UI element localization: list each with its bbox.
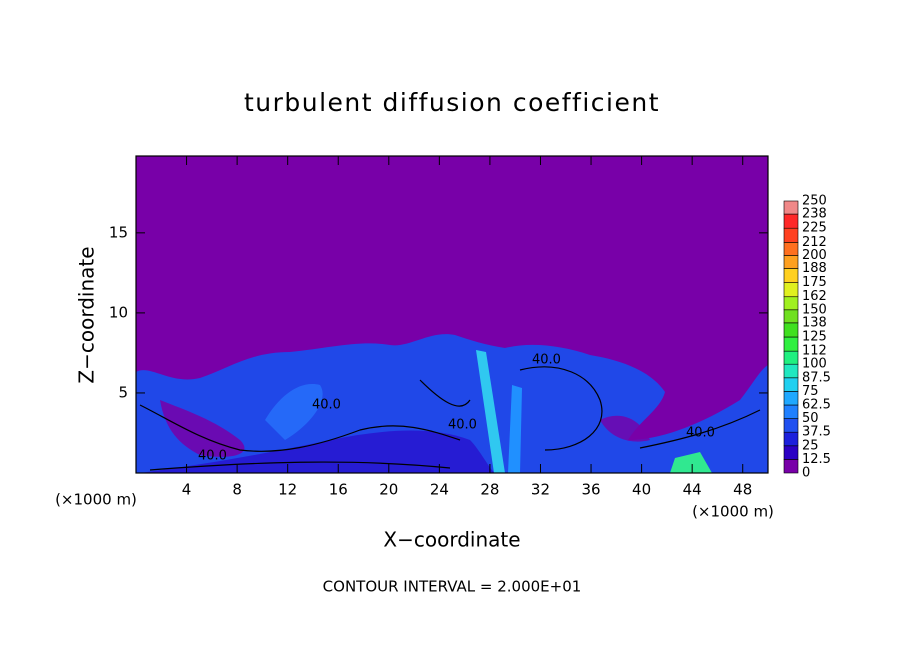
colorbar-band bbox=[783, 255, 799, 269]
colorbar-label: 225 bbox=[802, 221, 827, 236]
x-tick-label: 48 bbox=[733, 481, 752, 499]
y-tick-label: 5 bbox=[118, 383, 128, 401]
plot-frame bbox=[135, 155, 769, 474]
colorbar-band bbox=[783, 404, 799, 419]
colorbar-band bbox=[783, 418, 799, 433]
colorbar-label: 138 bbox=[802, 315, 827, 330]
colorbar-label: 162 bbox=[802, 289, 827, 304]
colorbar-band bbox=[783, 200, 799, 215]
colorbar-band bbox=[783, 242, 799, 256]
contour-label: 40.0 bbox=[448, 418, 477, 433]
contour-label: 40.0 bbox=[312, 398, 341, 413]
field-blob bbox=[136, 334, 768, 473]
colorbar-label: 125 bbox=[802, 330, 827, 345]
y-axis-label: Z−coordinate bbox=[75, 246, 99, 383]
colorbar-label: 37.5 bbox=[802, 425, 831, 440]
x-tick-label: 8 bbox=[232, 481, 242, 499]
field-patch bbox=[670, 452, 712, 473]
field-streak bbox=[476, 350, 505, 473]
contour-label: 40.0 bbox=[532, 353, 561, 368]
colorbar-label: 100 bbox=[802, 357, 827, 372]
y-tick-label: 10 bbox=[109, 303, 128, 321]
colorbar-band bbox=[783, 377, 799, 392]
colorbar-label: 50 bbox=[802, 411, 819, 426]
chart-title: turbulent diffusion coefficient bbox=[244, 88, 660, 117]
x-tick-label: 16 bbox=[329, 481, 348, 499]
field-low bbox=[140, 430, 495, 473]
x-unit-label: (×1000 m) bbox=[692, 503, 774, 521]
colorbar-band bbox=[783, 213, 799, 229]
colorbar-band bbox=[783, 445, 799, 460]
x-tick-label: 24 bbox=[430, 481, 449, 499]
colorbar-band bbox=[783, 336, 799, 352]
colorbar-label: 175 bbox=[802, 275, 827, 290]
colorbar-label: 0 bbox=[802, 466, 810, 481]
footnote: CONTOUR INTERVAL = 2.000E+01 bbox=[323, 578, 582, 596]
colorbar-label: 200 bbox=[802, 248, 827, 263]
contour-label: 40.0 bbox=[686, 426, 715, 441]
x-tick-label: 28 bbox=[480, 481, 499, 499]
contour-line bbox=[149, 461, 451, 471]
x-tick-label: 20 bbox=[379, 481, 398, 499]
x-tick-label: 12 bbox=[278, 481, 297, 499]
field-patch bbox=[265, 384, 323, 440]
contour-line bbox=[639, 409, 761, 449]
colorbar-label: 150 bbox=[802, 302, 827, 317]
colorbar-label: 112 bbox=[802, 344, 827, 359]
colorbar-band bbox=[783, 363, 799, 379]
y-unit-label: (×1000 m) bbox=[55, 491, 137, 509]
colorbar-band bbox=[783, 350, 799, 365]
colorbar-label: 87.5 bbox=[802, 370, 831, 385]
colorbar-band bbox=[783, 322, 799, 338]
colorbar-band bbox=[783, 227, 799, 243]
colorbar-band bbox=[783, 296, 799, 311]
colorbar-label: 238 bbox=[802, 207, 827, 222]
x-tick-label: 32 bbox=[531, 481, 550, 499]
colorbar-label: 12.5 bbox=[802, 452, 831, 467]
colorbar-band bbox=[783, 309, 799, 324]
contour-line bbox=[519, 366, 603, 451]
x-axis-label: X−coordinate bbox=[383, 528, 520, 552]
colorbar-band bbox=[783, 431, 799, 447]
colorbar-band bbox=[783, 391, 799, 406]
contour-line bbox=[419, 379, 471, 407]
colorbar-label: 25 bbox=[802, 438, 819, 453]
colorbar-label: 188 bbox=[802, 261, 827, 276]
field-streak bbox=[508, 385, 522, 473]
x-tick-label: 40 bbox=[632, 481, 651, 499]
contour-label: 40.0 bbox=[198, 449, 227, 464]
colorbar-label: 212 bbox=[802, 235, 827, 250]
colorbar-label: 75 bbox=[802, 384, 819, 399]
contour-line bbox=[139, 404, 461, 452]
x-tick-label: 44 bbox=[683, 481, 702, 499]
colorbar-band bbox=[783, 282, 799, 298]
y-tick-label: 15 bbox=[109, 223, 128, 241]
field bbox=[136, 156, 768, 473]
colorbar-label: 250 bbox=[802, 194, 827, 209]
x-tick-label: 36 bbox=[581, 481, 600, 499]
colorbar-band bbox=[783, 268, 799, 283]
colorbar-label: 62.5 bbox=[802, 398, 831, 413]
field-intrusion bbox=[160, 400, 245, 457]
field-intrusion bbox=[600, 415, 650, 442]
colorbar-band bbox=[783, 459, 799, 474]
x-tick-label: 4 bbox=[182, 481, 192, 499]
